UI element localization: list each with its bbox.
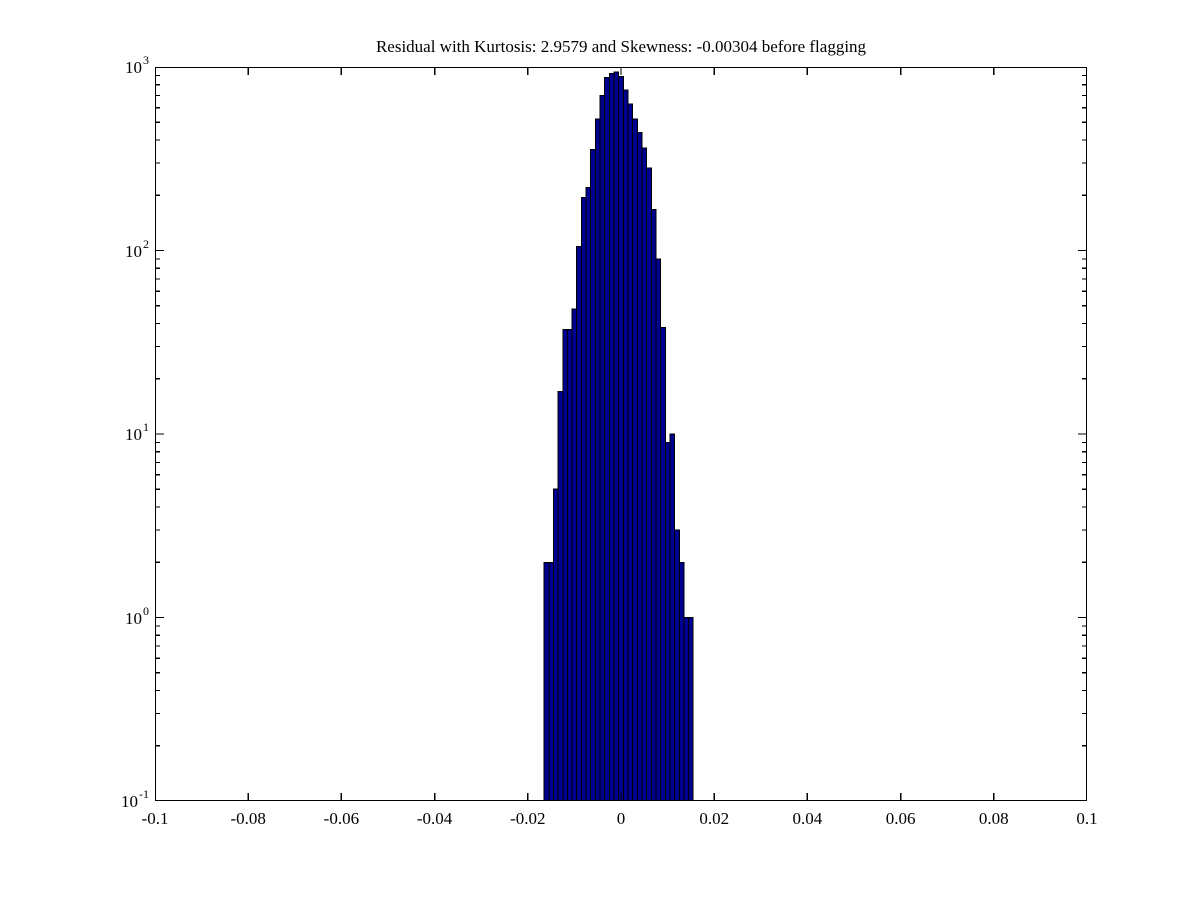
x-tick-label: 0.08 [978,809,1009,828]
y-tick-label: 103 [125,53,149,78]
histogram-bar [571,308,578,801]
histogram-bar [646,167,652,801]
x-tick-label: -0.02 [510,809,546,828]
x-tick-label: -0.04 [416,809,453,828]
histogram-bar [562,329,568,801]
histogram-bar [585,187,592,801]
chart-title: Residual with Kurtosis: 2.9579 and Skewn… [375,37,867,56]
y-tick-label: 100 [125,603,149,629]
x-tick-label: -0.08 [230,809,266,828]
x-tick-label: -0.1 [141,809,169,828]
x-tick-label: 0.04 [792,809,823,828]
histogram-bar [594,118,601,801]
y-tick-exponent: -1 [139,787,149,802]
plot-box [155,67,1087,801]
histogram-bar [618,75,624,801]
histogram-bar [613,71,620,801]
histogram-bar [622,89,629,801]
histogram-bar [604,77,610,801]
histogram-bar [660,327,666,801]
histogram-bar [543,561,550,801]
histogram-bar [548,561,554,801]
histogram-bar [608,73,615,801]
histogram-bar [641,147,648,801]
histogram-bar [650,209,657,801]
y-tick-label: 101 [125,420,149,445]
y-tick-exponent: 3 [143,53,149,68]
x-tick-label: 0.06 [885,809,916,828]
x-tick-label: -0.06 [323,809,360,828]
x-tick-label: 0.02 [699,809,730,828]
y-tick-label: 10-1 [121,787,149,812]
histogram-bar [557,391,564,801]
y-tick-base: 10 [121,791,138,811]
histogram-bar [683,617,690,801]
histogram-bar [580,196,587,801]
y-tick-base: 10 [125,608,142,628]
histogram-plot [155,67,1087,801]
histogram-bar [632,118,638,801]
histogram-bar [590,149,596,801]
y-tick-label: 102 [125,236,149,262]
histogram-bar [688,617,694,801]
y-tick-exponent: 0 [143,603,149,618]
plot-area [155,67,1087,801]
histogram-bar [566,329,573,801]
y-tick-exponent: 2 [143,236,149,251]
histogram-bar [664,441,671,801]
histogram-bar [636,131,643,801]
y-tick-base: 10 [125,424,142,444]
x-tick-label: 0.1 [1076,809,1098,828]
histogram-bar [655,258,662,801]
histogram-bar [678,561,685,801]
y-tick-base: 10 [125,241,142,261]
histogram-bar [627,103,634,801]
histogram-bar [669,433,676,801]
x-tick-label: 0 [616,809,626,828]
histogram-bar [599,94,606,801]
y-tick-exponent: 1 [143,420,149,435]
histogram-bar [552,488,559,801]
histogram-bar [576,246,582,801]
histogram-bar [674,529,680,801]
y-tick-base: 10 [125,57,142,77]
